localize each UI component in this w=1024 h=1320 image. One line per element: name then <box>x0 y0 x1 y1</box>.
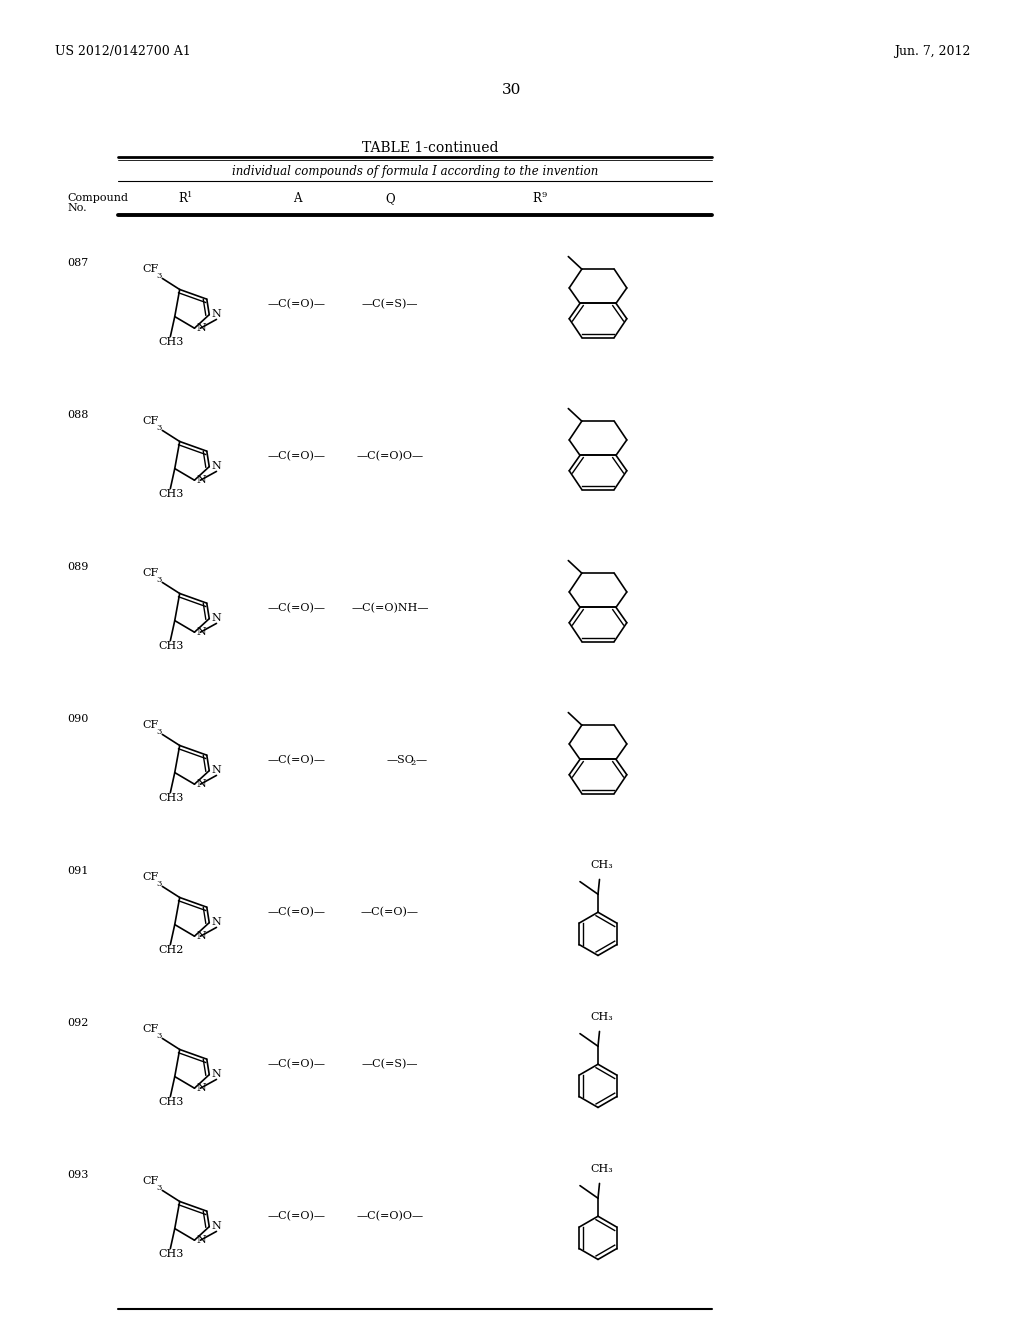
Text: CF: CF <box>142 873 159 882</box>
Text: Compound: Compound <box>67 193 128 203</box>
Text: 091: 091 <box>67 866 88 876</box>
Text: —C(=O)NH—: —C(=O)NH— <box>351 603 429 612</box>
Text: N: N <box>197 323 206 333</box>
Text: —C(=O)—: —C(=O)— <box>268 1210 326 1221</box>
Text: N: N <box>211 309 221 318</box>
Text: 3: 3 <box>157 880 162 888</box>
Text: N: N <box>211 1069 221 1078</box>
Text: —C(=S)—: —C(=S)— <box>361 1059 418 1069</box>
Text: Q: Q <box>385 193 395 206</box>
Text: CF: CF <box>142 721 159 730</box>
Text: N: N <box>197 475 206 486</box>
Text: N: N <box>211 461 221 471</box>
Text: R: R <box>532 193 541 206</box>
Text: 3: 3 <box>157 577 162 585</box>
Text: —C(=O)—: —C(=O)— <box>268 450 326 461</box>
Text: —C(=O)—: —C(=O)— <box>268 1059 326 1069</box>
Text: —C(=O)O—: —C(=O)O— <box>356 1210 424 1221</box>
Text: N: N <box>197 779 206 789</box>
Text: 1: 1 <box>187 191 193 199</box>
Text: CH₃: CH₃ <box>591 1164 613 1175</box>
Text: —C(=O)—: —C(=O)— <box>268 603 326 612</box>
Text: —C(=O)—: —C(=O)— <box>268 755 326 766</box>
Text: CH3: CH3 <box>159 1097 183 1106</box>
Text: 9: 9 <box>541 191 547 199</box>
Text: N: N <box>211 1221 221 1230</box>
Text: TABLE 1-continued: TABLE 1-continued <box>361 141 499 154</box>
Text: N: N <box>211 764 221 775</box>
Text: CF: CF <box>142 416 159 426</box>
Text: —SO: —SO <box>387 755 415 764</box>
Text: CF: CF <box>142 264 159 275</box>
Text: 087: 087 <box>67 257 88 268</box>
Text: CH₃: CH₃ <box>591 861 613 870</box>
Text: N: N <box>197 1236 206 1245</box>
Text: 3: 3 <box>157 1184 162 1192</box>
Text: CF: CF <box>142 1176 159 1187</box>
Text: 2: 2 <box>410 759 416 767</box>
Text: 3: 3 <box>157 1032 162 1040</box>
Text: 30: 30 <box>503 83 521 96</box>
Text: 092: 092 <box>67 1018 88 1028</box>
Text: N: N <box>197 1084 206 1093</box>
Text: 088: 088 <box>67 411 88 420</box>
Text: US 2012/0142700 A1: US 2012/0142700 A1 <box>55 45 190 58</box>
Text: CH3: CH3 <box>159 640 183 651</box>
Text: CH3: CH3 <box>159 488 183 499</box>
Text: individual compounds of formula I according to the invention: individual compounds of formula I accord… <box>231 165 598 178</box>
Text: 089: 089 <box>67 562 88 572</box>
Text: CH3: CH3 <box>159 1249 183 1258</box>
Text: —: — <box>416 755 427 764</box>
Text: R: R <box>178 193 186 206</box>
Text: CH3: CH3 <box>159 792 183 803</box>
Text: —C(=O)—: —C(=O)— <box>361 907 419 917</box>
Text: N: N <box>197 931 206 941</box>
Text: CF: CF <box>142 1024 159 1035</box>
Text: N: N <box>211 612 221 623</box>
Text: —C(=O)—: —C(=O)— <box>268 298 326 309</box>
Text: A: A <box>293 193 301 206</box>
Text: 093: 093 <box>67 1170 88 1180</box>
Text: N: N <box>197 627 206 638</box>
Text: CH₃: CH₃ <box>591 1012 613 1023</box>
Text: 3: 3 <box>157 272 162 280</box>
Text: 3: 3 <box>157 729 162 737</box>
Text: —C(=O)—: —C(=O)— <box>268 907 326 917</box>
Text: CH3: CH3 <box>159 337 183 347</box>
Text: Jun. 7, 2012: Jun. 7, 2012 <box>894 45 970 58</box>
Text: CF: CF <box>142 569 159 578</box>
Text: No.: No. <box>67 203 87 213</box>
Text: —C(=O)O—: —C(=O)O— <box>356 450 424 461</box>
Text: —C(=S)—: —C(=S)— <box>361 298 418 309</box>
Text: N: N <box>211 916 221 927</box>
Text: 3: 3 <box>157 425 162 433</box>
Text: 090: 090 <box>67 714 88 723</box>
Text: CH2: CH2 <box>159 945 183 954</box>
